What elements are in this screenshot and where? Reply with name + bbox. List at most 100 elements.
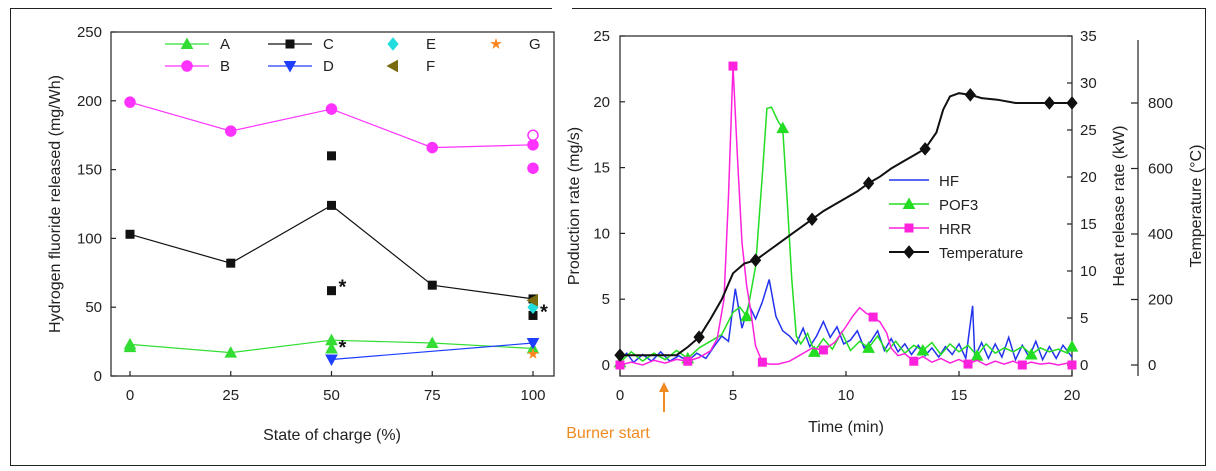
legend-E-marker [387,37,399,51]
series-B-extra-point [527,129,539,141]
production-y-tick-label: 10 [593,225,610,242]
right-series [613,61,1079,370]
series-POF3-marker [808,345,821,357]
series-HRR-marker [963,359,973,369]
temperature-y-tick-label: 800 [1148,95,1173,112]
production-y-tick-label: 5 [602,291,610,308]
series-POF3-line [619,106,1073,363]
series-C-point [327,200,336,210]
legend-B-marker [181,60,193,72]
hrr-y-tick-label: 10 [1080,263,1097,280]
series-Temperature-marker [964,88,976,102]
production-y-tick-label: 0 [602,357,610,374]
production-y-tick-label: 25 [593,28,610,45]
burner-start-arrowhead [659,382,669,392]
star-annotation: * [339,277,347,299]
legend-B-label: B [220,58,230,75]
legend-A-marker [180,37,194,49]
series-Temperature-marker [1066,96,1078,110]
series-B-point [527,139,539,151]
legend-A-label: A [220,36,230,53]
series-HRR-marker [818,345,828,355]
frame-gap [552,6,572,10]
series-B-point [124,96,136,108]
series-HRR-marker [1017,360,1027,370]
legend-F-label: F [426,58,435,75]
series-C-line [129,204,534,300]
left-x-tick-label: 75 [424,387,441,404]
series-C-point [125,229,135,239]
right-hrr-y-ticks: 0 5 10 15 20 25 30 35 [1067,28,1097,374]
series-Temperature-marker [919,142,931,156]
series-C-extra-point [327,286,336,296]
legend-HRR-marker [904,223,914,233]
series-G-point [527,348,539,359]
temperature-y-tick-label: 200 [1148,292,1173,309]
series-Temperature-marker [1043,96,1056,110]
legend-Temperature-marker [903,245,915,259]
hrr-y-tick-label: 35 [1080,28,1097,45]
left-y-tick-label: 200 [77,93,102,110]
left-x-tick-label: 25 [222,387,239,404]
legend-Temperature-label: Temperature [939,245,1023,262]
production-y-tick-label: 20 [593,94,610,111]
left-y-tick-label: 250 [77,24,102,41]
series-POF3-marker [740,309,753,322]
right-plot-area [619,35,1073,377]
series-F-point [526,293,538,307]
legend-E-label: E [426,36,436,53]
series-C-extra-point [327,151,336,161]
left-y-tick-label: 150 [77,162,102,179]
series-Temperature-marker [749,253,762,267]
figure-frame [10,8,1206,466]
left-x-tick-label: 100 [520,387,545,404]
legend-C-marker [285,39,295,49]
star-annotation: * [339,337,347,359]
legend-D-marker [283,61,297,73]
legend-HRR-label: HRR [939,221,972,238]
left-y-tick-label: 0 [94,368,102,385]
series-B-point [225,125,237,137]
series-HRR-marker [909,356,919,366]
series-HRR-marker [1067,360,1077,370]
right-x-tick-label: 20 [1064,387,1081,404]
legend-G-marker [490,38,502,49]
left-x-ticks: 0 25 50 75 100 [126,371,546,404]
series-POF3-marker [916,343,930,356]
heat-release-axis-label: Heat release rate (kW) [1111,126,1128,287]
production-rate-axis-label: Production rate (mg/s) [566,127,583,285]
series-HRR-marker [868,312,878,322]
left-x-tick-label: 0 [126,387,134,404]
burner-start-label: Burner start [566,425,650,442]
series-D-point [526,337,540,350]
left-y-tick-label: 100 [77,230,102,247]
series-HRR-marker [728,61,738,71]
legend-POF3-label: POF3 [939,197,978,214]
right-temperature-y-ticks: 0 200 400 600 800 [1131,95,1173,374]
right-x-tick-label: 5 [729,387,737,404]
series-C-extra-point [528,310,538,320]
series-HF-line [619,279,1073,364]
left-y-ticks: 0 50 100 150 200 250 [77,24,116,385]
series-B-extra-point [527,162,539,174]
temperature-axis-label: Temperature (°C) [1188,145,1205,268]
right-legend: HF POF3 HRR Temperature [889,173,1023,262]
production-y-tick-label: 15 [593,160,610,177]
legend-C-label: C [323,36,334,53]
left-chart: 0 25 50 75 100 0 50 100 150 200 250 State of char… [47,24,555,444]
series-Temperature-marker [806,212,818,227]
hrr-y-tick-label: 20 [1080,169,1097,186]
series-HRR-marker [757,357,767,367]
left-x-axis-label: State of charge (%) [263,427,401,444]
series-Temperature-line [620,92,1072,357]
legend-D-label: D [323,58,334,75]
series-Temperature-marker [614,348,626,362]
series-B-point [325,103,338,115]
hrr-y-tick-label: 0 [1080,357,1088,374]
hrr-y-tick-label: 15 [1080,216,1097,233]
temperature-y-tick-label: 600 [1148,161,1173,178]
series-A-extra-point [123,340,137,353]
series-HRR-line [619,66,1073,366]
series-C-point [226,258,236,268]
